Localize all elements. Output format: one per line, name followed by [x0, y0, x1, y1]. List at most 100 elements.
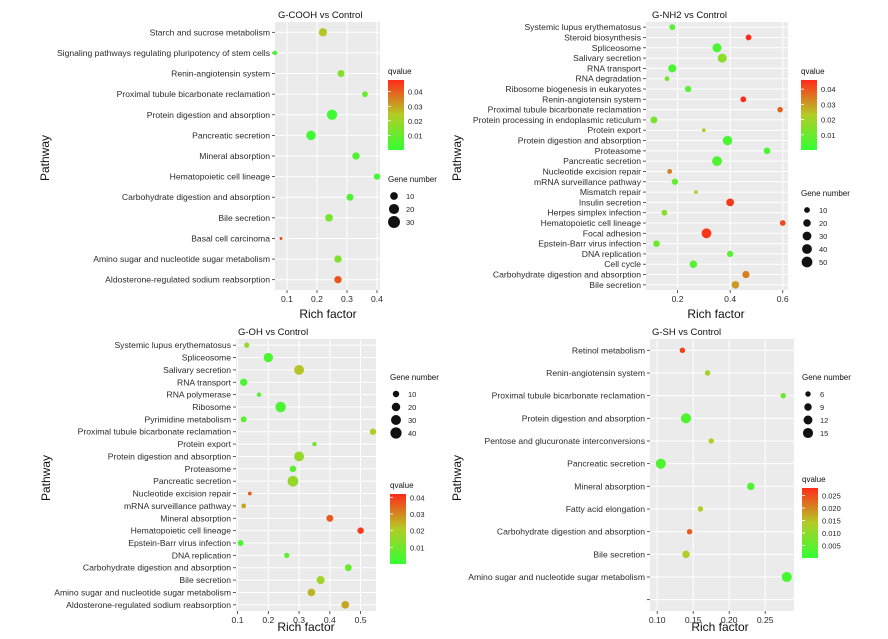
gene-legend-label: 40: [819, 245, 827, 254]
pathway-label: Aldosterone-regulated sodium reabsorptio…: [66, 600, 231, 610]
gene-legend-dot: [391, 402, 401, 412]
pathway-dot: [334, 255, 342, 263]
pathway-dot: [745, 34, 752, 41]
pathway-label: Epstein-Barr virus infection: [538, 239, 641, 249]
pathway-dot: [369, 428, 377, 435]
pathway-label: Protein digestion and absorption: [147, 110, 270, 120]
pathway-dot: [697, 506, 704, 512]
pathway-dot: [237, 540, 244, 546]
x-tick-label: 0.15: [685, 615, 702, 625]
qvalue-legend-label: 0.010: [822, 529, 841, 538]
gene-legend-title: Gene number: [801, 189, 850, 198]
gene-legend-label: 20: [819, 219, 827, 228]
pathway-label: Protein digestion and absorption: [518, 136, 641, 146]
pathway-dot: [312, 441, 317, 447]
pathway-dot: [344, 564, 352, 572]
pathway-dot: [780, 392, 786, 399]
gene-legend-dot: [390, 192, 398, 200]
pathway-label: DNA replication: [582, 249, 641, 259]
qvalue-legend-label: 0.01: [410, 543, 425, 552]
x-tick-label: 0.4: [371, 294, 383, 304]
pathway-label: Aldosterone-regulated sodium reabsorptio…: [105, 275, 270, 285]
panel-title: G-SH vs Control: [652, 327, 721, 338]
pathway-dot: [337, 70, 345, 78]
pathway-label: Amino sugar and nucleotide sugar metabol…: [54, 587, 231, 597]
pathway-label: Bile secretion: [593, 549, 645, 559]
pathway-label: Proximal tubule bicarbonate reclamation: [492, 391, 646, 401]
x-tick-label: 0.20: [721, 615, 738, 625]
pathway-dot: [680, 413, 692, 424]
pathway-label: Insulin secretion: [579, 197, 641, 207]
pathway-label: Hematopoietic cell lineage: [170, 172, 271, 182]
pathway-label: Proximal tubule bicarbonate reclamation: [488, 105, 642, 115]
pathway-dot: [279, 237, 283, 240]
pathway-label: Pancreatic secretion: [563, 156, 641, 166]
pathway-dot: [373, 173, 381, 180]
qvalue-legend-label: 0.03: [408, 102, 423, 111]
pathway-dot: [704, 370, 711, 376]
pathway-label: Bile secretion: [218, 213, 270, 223]
pathway-label: Proximal tubule bicarbonate reclamation: [78, 427, 232, 437]
pathway-label: Proteasome: [595, 146, 642, 156]
x-tick-label: 0.5: [355, 615, 367, 625]
pathway-dot: [334, 276, 342, 284]
pathway-label: Spliceosome: [592, 43, 641, 53]
gene-legend-label: 40: [408, 429, 416, 438]
panel-title: G-NH2 vs Control: [652, 10, 727, 21]
gene-legend-dot: [804, 403, 812, 411]
pathway-dot: [316, 576, 325, 585]
pathway-dot: [244, 342, 250, 348]
pathway-label: Nucleotide excision repair: [133, 489, 232, 499]
pathway-label: Salivary secretion: [573, 53, 641, 63]
pathway-label: Protein digestion and absorption: [108, 451, 231, 461]
pathway-dot: [668, 64, 677, 73]
gene-legend-dot: [802, 231, 812, 241]
pathway-label: RNA transport: [177, 377, 232, 387]
pathway-dot: [346, 193, 354, 201]
pathway-label: Bile secretion: [589, 280, 641, 290]
pathway-dot: [731, 281, 740, 289]
pathway-dot: [742, 270, 750, 279]
qvalue-colorbar: [388, 80, 404, 150]
pathway-dot: [669, 24, 676, 31]
pathway-dot: [727, 250, 734, 258]
y-axis-title: Pathway: [39, 455, 53, 501]
x-tick-label: 0.2: [262, 615, 274, 625]
pathway-dot: [694, 190, 698, 194]
gene-legend-dot: [803, 219, 811, 227]
pathway-label: Steroid biosynthesis: [564, 32, 641, 42]
gene-legend-dot: [801, 256, 813, 268]
pathway-label: Focal adhesion: [583, 228, 642, 238]
pathway-dot: [284, 552, 290, 558]
gene-legend-title: Gene number: [802, 373, 851, 382]
pathway-dot: [679, 347, 686, 354]
x-axis-title: Rich factor: [277, 620, 334, 634]
pathway-label: Amino sugar and nucleotide sugar metabol…: [468, 572, 645, 582]
pathway-dot: [247, 491, 252, 496]
qvalue-legend-label: 0.02: [821, 116, 836, 125]
gene-legend-label: 10: [819, 206, 827, 215]
pathway-dot: [307, 588, 316, 597]
gene-legend-dot: [804, 207, 810, 213]
pathway-label: Spliceosome: [182, 353, 231, 363]
pathway-label: Renin-angiotensin system: [546, 368, 645, 378]
pathway-dot: [763, 147, 771, 155]
pathway-dot: [289, 465, 297, 473]
qvalue-legend-title: qvalue: [388, 67, 412, 76]
pathway-dot: [708, 438, 714, 444]
y-axis-title: Pathway: [450, 455, 464, 501]
x-tick-label: 0.4: [324, 615, 336, 625]
gene-legend-label: 20: [406, 205, 414, 214]
pathway-dot: [717, 53, 727, 63]
x-axis-title: Rich factor: [299, 307, 356, 321]
pathway-dot: [256, 392, 262, 397]
gene-legend-label: 30: [819, 232, 827, 241]
panel-g-cooh: G-COOH vs Control 0.1 0.2 0.3 0.4 Aldosteron…: [38, 10, 437, 321]
pathway-label: Mismatch repair: [580, 187, 641, 197]
gene-legend-dot: [391, 415, 401, 425]
pathway-label: Carbohydrate digestion and absorption: [122, 192, 270, 202]
gene-legend-label: 10: [408, 390, 416, 399]
pathway-label: Proteasome: [185, 464, 232, 474]
pathway-dot: [686, 528, 693, 535]
